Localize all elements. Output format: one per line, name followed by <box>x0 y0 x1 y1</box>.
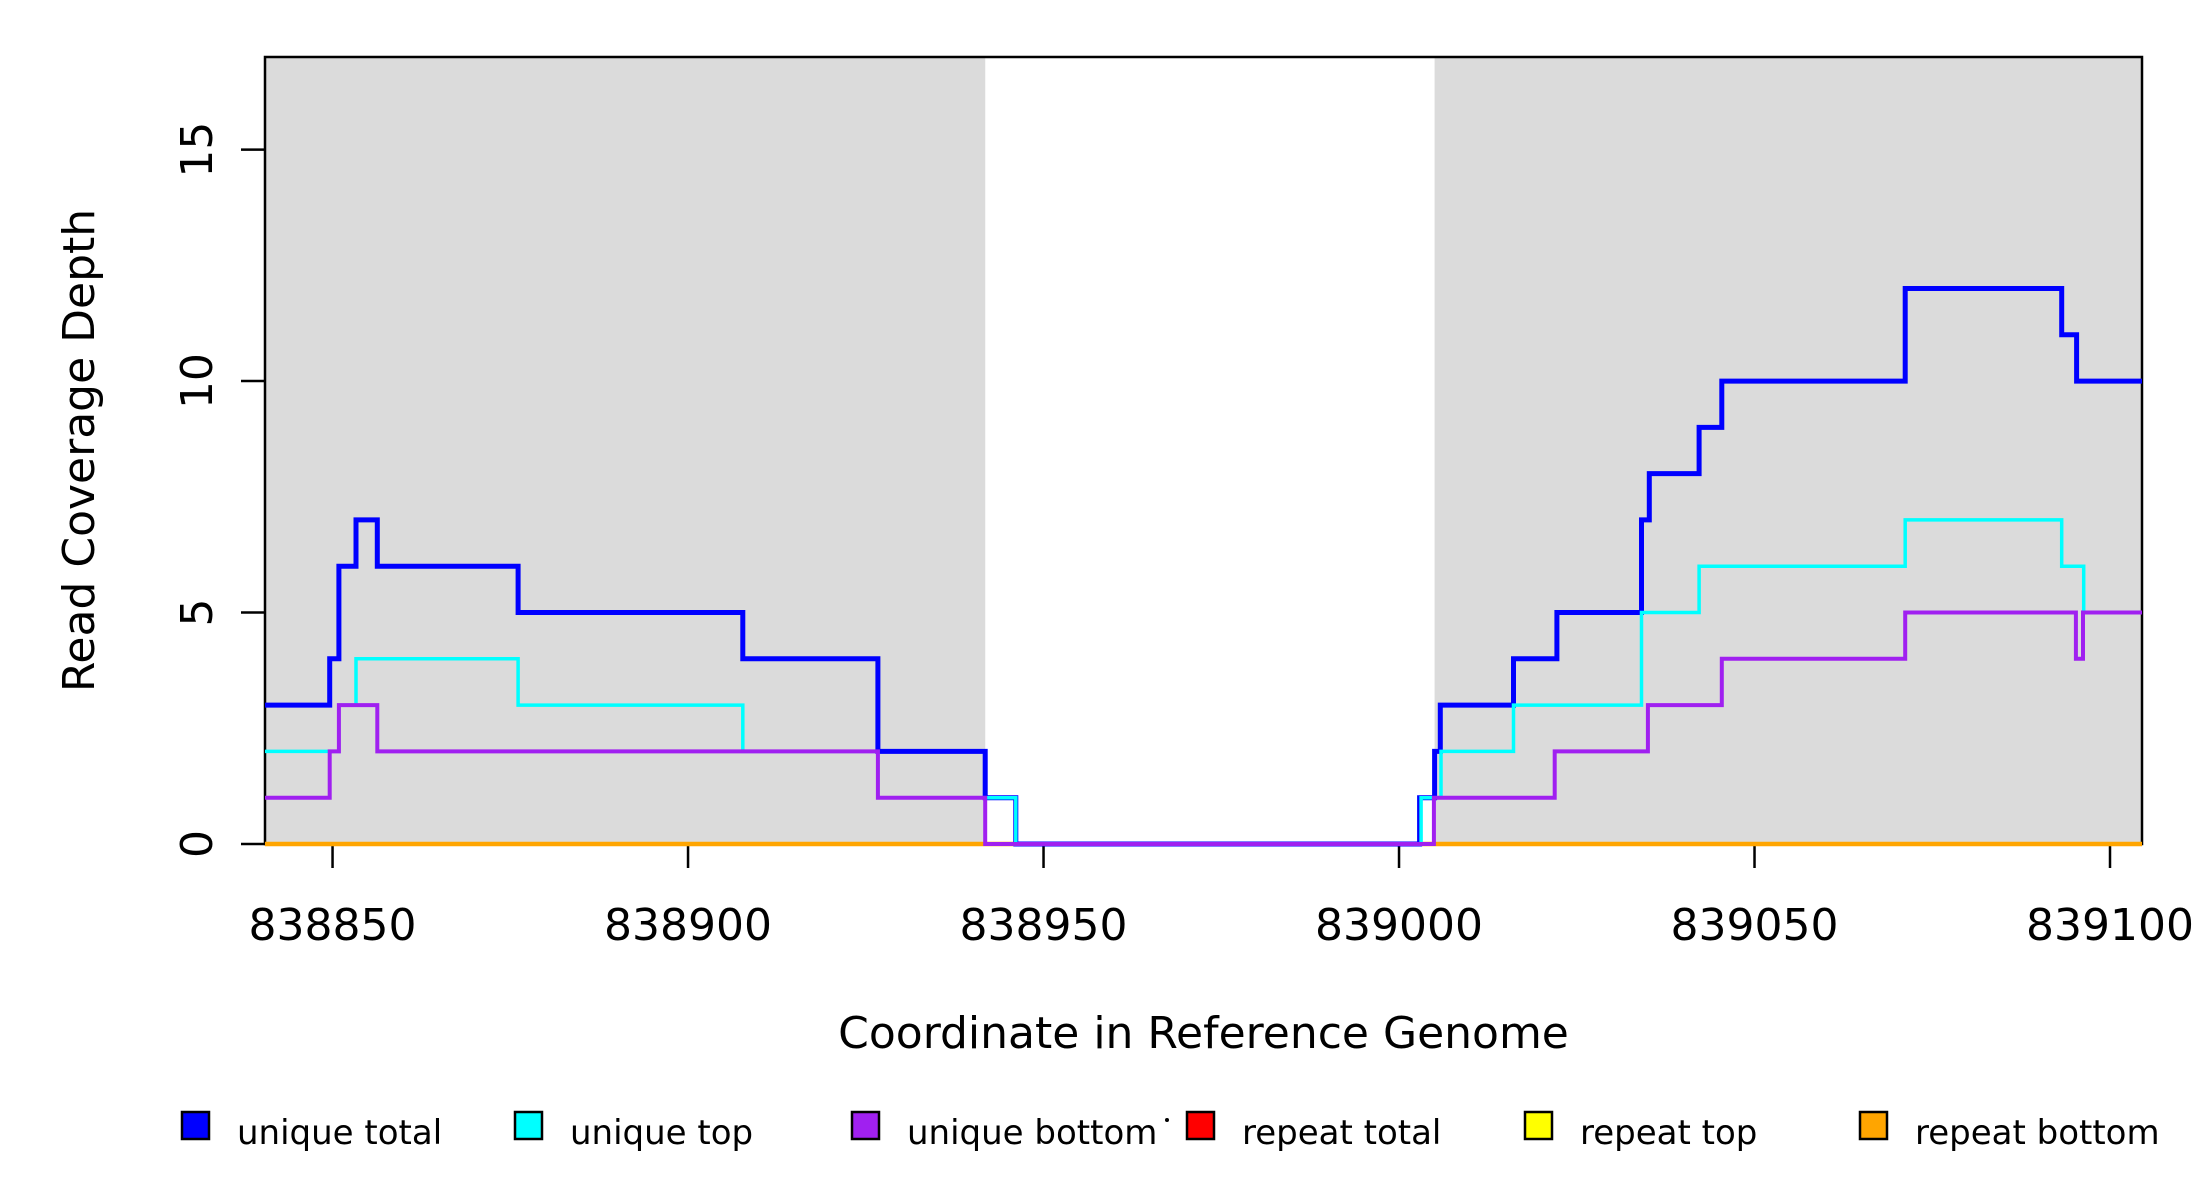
legend-swatch-unique-top <box>513 1110 544 1141</box>
legend-swatch-repeat-top <box>1523 1110 1554 1141</box>
x-tick-label: 839000 <box>1315 900 1483 951</box>
speck-artifact <box>1165 1118 1169 1122</box>
y-tick-label: 10 <box>172 353 223 409</box>
legend-item-unique-top: unique top <box>513 1110 753 1153</box>
legend-swatch-unique-bottom <box>850 1110 881 1141</box>
legend-label: unique total <box>237 1113 442 1153</box>
legend-label: repeat bottom <box>1915 1113 2160 1153</box>
legend-swatch-repeat-total <box>1185 1110 1216 1141</box>
legend-item-unique-total: unique total <box>180 1110 442 1153</box>
x-tick-label: 839050 <box>1671 900 1839 951</box>
x-tick-label: 838950 <box>960 900 1128 951</box>
x-tick-label: 838900 <box>604 900 772 951</box>
legend-item-repeat-top: repeat top <box>1523 1110 1757 1153</box>
legend-item-unique-bottom: unique bottom <box>850 1110 1157 1153</box>
legend-swatch-unique-total <box>180 1110 211 1141</box>
y-tick-label: 0 <box>172 830 223 858</box>
shaded-coverage-band-2 <box>1434 57 2142 844</box>
y-axis-title: Read Coverage Depth <box>54 209 105 692</box>
series-unique-total <box>265 286 2142 847</box>
x-axis-title: Coordinate in Reference Genome <box>838 1008 1569 1059</box>
series-unique-bottom <box>265 610 2142 846</box>
shaded-coverage-band-1 <box>265 57 986 844</box>
y-tick-label: 5 <box>172 599 223 627</box>
y-tick-label: 15 <box>172 122 223 178</box>
legend-item-repeat-total: repeat total <box>1185 1110 1441 1153</box>
legend-label: unique top <box>570 1113 753 1153</box>
legend-swatch-repeat-bottom <box>1858 1110 1889 1141</box>
legend-item-repeat-bottom: repeat bottom <box>1858 1110 2160 1153</box>
legend-label: unique bottom <box>907 1113 1157 1153</box>
legend-label: repeat top <box>1580 1113 1757 1153</box>
x-tick-label: 838850 <box>249 900 417 951</box>
x-tick-label: 839100 <box>2026 900 2194 951</box>
legend-label: repeat total <box>1242 1113 1441 1153</box>
series-unique-top <box>265 518 2142 846</box>
